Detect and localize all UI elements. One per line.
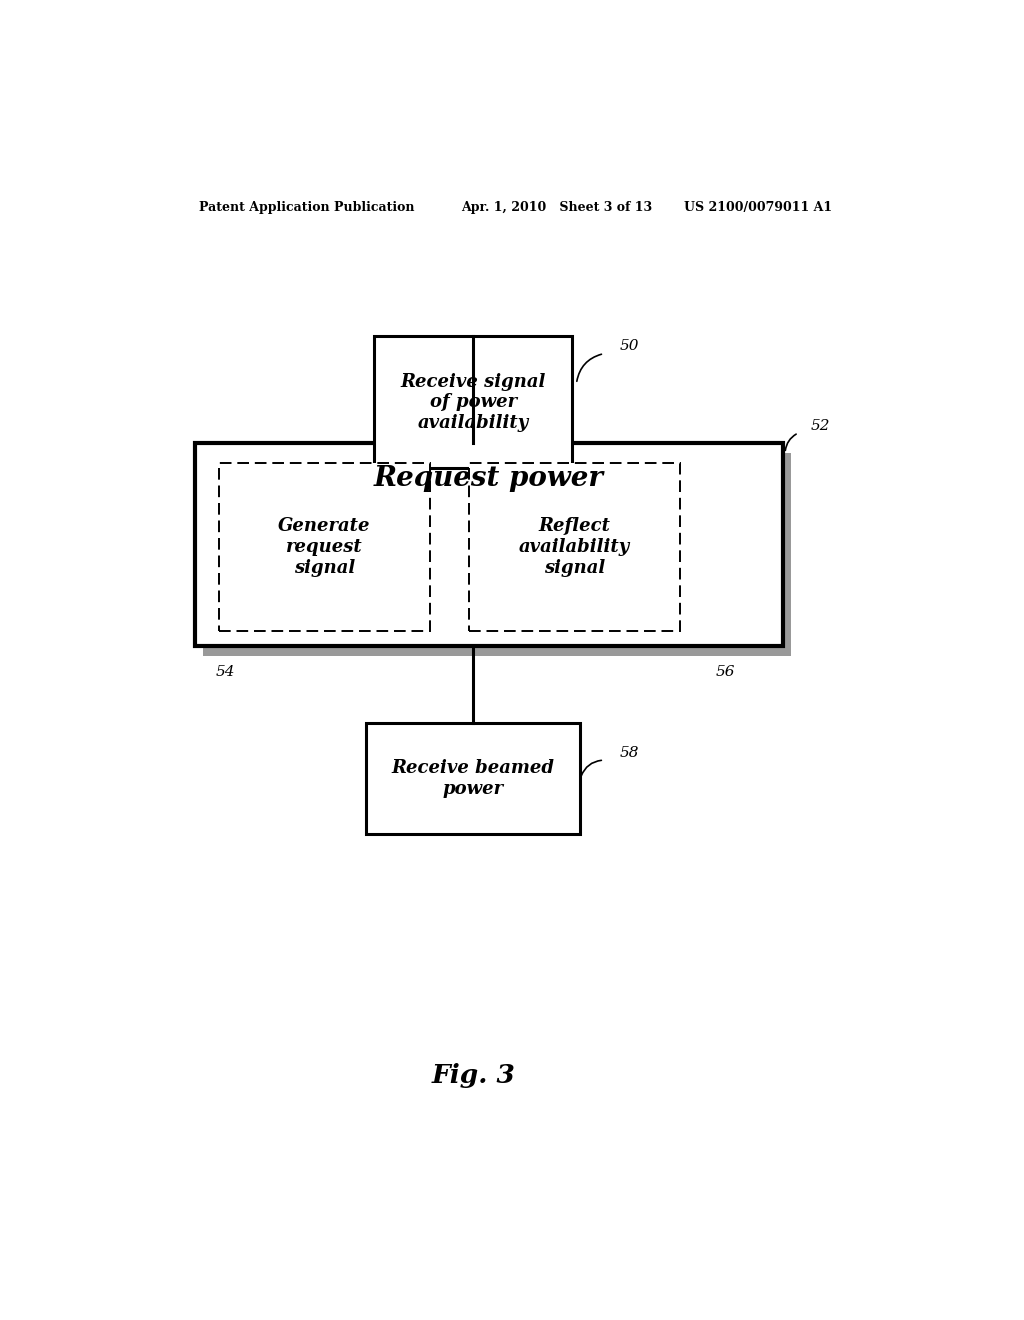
- FancyBboxPatch shape: [204, 453, 791, 656]
- Text: Patent Application Publication: Patent Application Publication: [200, 201, 415, 214]
- Text: Reflect
availability
signal: Reflect availability signal: [519, 517, 630, 577]
- Text: US 2100/0079011 A1: US 2100/0079011 A1: [684, 201, 831, 214]
- Text: Apr. 1, 2010   Sheet 3 of 13: Apr. 1, 2010 Sheet 3 of 13: [461, 201, 652, 214]
- Text: 52: 52: [811, 418, 830, 433]
- Text: 56: 56: [715, 665, 735, 678]
- Text: Generate
request
signal: Generate request signal: [279, 517, 371, 577]
- Text: Fig. 3: Fig. 3: [431, 1063, 515, 1088]
- FancyBboxPatch shape: [219, 463, 430, 631]
- Text: Request power: Request power: [374, 466, 604, 492]
- Text: 54: 54: [215, 665, 234, 678]
- FancyBboxPatch shape: [367, 722, 581, 834]
- Text: Receive signal
of power
availability: Receive signal of power availability: [400, 372, 546, 432]
- Text: Receive beamed
power: Receive beamed power: [392, 759, 555, 797]
- Text: 50: 50: [620, 339, 640, 354]
- FancyBboxPatch shape: [469, 463, 680, 631]
- FancyBboxPatch shape: [196, 444, 782, 647]
- FancyBboxPatch shape: [374, 337, 572, 469]
- Text: 58: 58: [620, 746, 640, 760]
